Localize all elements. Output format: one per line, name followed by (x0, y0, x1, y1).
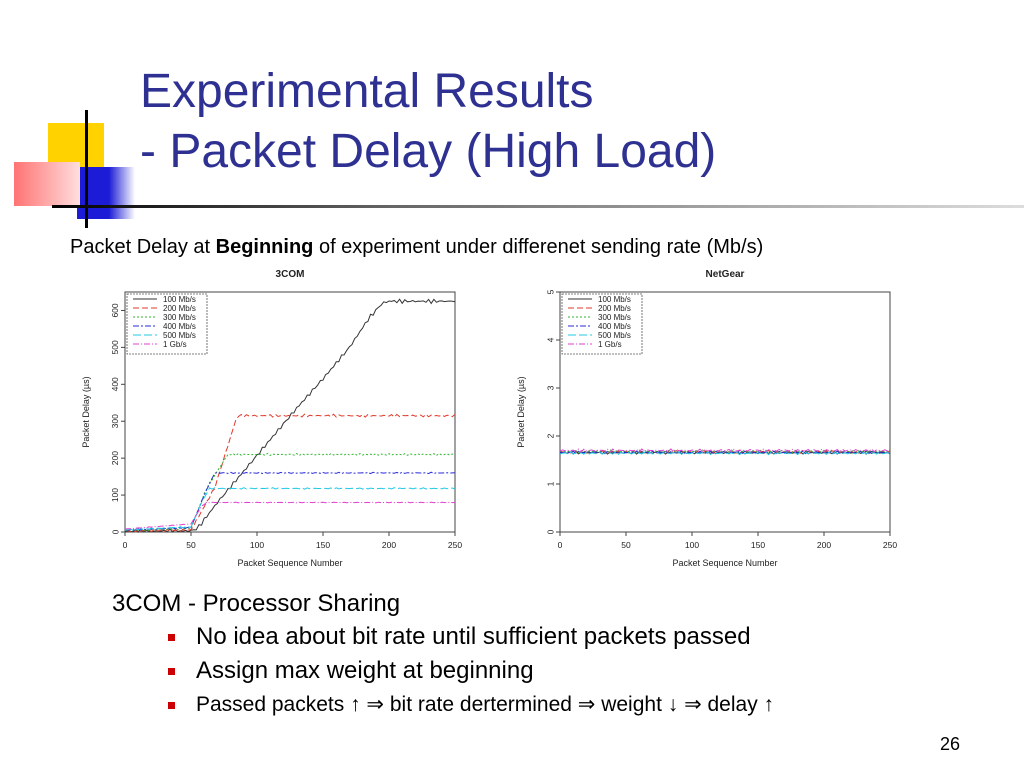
chart1-x-tick-label: 200 (382, 540, 396, 550)
bullet-square-icon (168, 702, 175, 709)
bullet-main: 3COM - Processor Sharing (112, 590, 401, 617)
chart1-plot-frame (124, 291, 456, 533)
chart1-legend-label: 500 Mb/s (163, 331, 196, 340)
chart1-y-tick-label: 600 (110, 303, 120, 317)
chart1-x-tick-label: 50 (186, 540, 196, 550)
chart1-x-tick-label: 150 (316, 540, 330, 550)
page-number: 26 (940, 734, 961, 754)
chart2-title: NetGear (706, 269, 745, 280)
chart1-legend-label: 400 Mb/s (163, 322, 196, 331)
bullet-sub-1-text: No idea about bit rate until sufficient … (196, 623, 751, 650)
chart1-y-tick-label: 0 (110, 529, 120, 534)
chart2-legend-label: 200 Mb/s (598, 304, 631, 313)
decor-red-square (14, 162, 80, 206)
chart2-y-tick-label: 4 (545, 337, 555, 342)
chart1-series-line (124, 471, 456, 531)
decor-horizontal-line (52, 205, 1024, 208)
chart1-legend-box (126, 293, 208, 355)
chart2-x-tick-label: 200 (817, 540, 831, 550)
chart-caption-post: of experiment under differenet sending r… (313, 236, 764, 258)
chart-3com: 3COM 0 50 100 150 200 250 0 100 200 300 400 500 600 Pa… (81, 269, 462, 568)
slide-title-line2: - Packet Delay (High Load) (140, 125, 717, 178)
chart2-y-tick-label: 2 (545, 433, 555, 438)
slide-title: Experimental Results - Packet Delay (Hig… (140, 62, 716, 182)
chart2-x-tick-label: 0 (558, 540, 563, 550)
chart2-y-tick-label: 0 (545, 529, 555, 534)
bullet-sub-3: Passed packets ↑ ⇒ bit rate dertermined … (112, 688, 774, 722)
chart2-legend-label: 1 Gb/s (598, 340, 622, 349)
chart2-legend-label: 500 Mb/s (598, 331, 631, 340)
chart1-series-line (124, 501, 456, 530)
chart1-legend-label: 200 Mb/s (163, 304, 196, 313)
chart1-y-tick-label: 300 (110, 414, 120, 428)
bullet-sub-1: No idea about bit rate until sufficient … (112, 620, 774, 654)
chart2-y-tick-label: 1 (545, 481, 555, 486)
chart2-legend-label: 400 Mb/s (598, 322, 631, 331)
chart1-series-line (124, 452, 456, 532)
chart-netgear: NetGear 0 50 100 150 200 250 0 1 2 3 4 5 Packet Seque… (516, 269, 897, 568)
chart1-legend-label: 300 Mb/s (163, 313, 196, 322)
bullet-sub-3-text: Passed packets ↑ ⇒ bit rate dertermined … (196, 693, 775, 716)
bullet-square-icon (168, 634, 175, 641)
chart1-series-line (124, 487, 456, 531)
chart-caption-bold: Beginning (215, 236, 314, 258)
chart1-legend-label: 1 Gb/s (163, 340, 187, 349)
chart2-y-axis-label: Packet Delay (µs) (516, 376, 526, 447)
chart1-y-axis-label: Packet Delay (µs) (81, 376, 91, 447)
bullet-sub-2-text: Assign max weight at beginning (196, 657, 534, 684)
bullet-sub-2: Assign max weight at beginning (112, 654, 774, 688)
chart2-x-tick-label: 250 (883, 540, 897, 550)
chart-caption-pre: Packet Delay at (70, 236, 216, 258)
chart2-plot-frame (559, 291, 891, 533)
chart1-y-tick-label: 500 (110, 340, 120, 354)
chart-caption: Packet Delay at Beginning of experiment … (70, 236, 763, 259)
chart2-legend-label: 300 Mb/s (598, 313, 631, 322)
chart1-x-axis-label: Packet Sequence Number (237, 558, 342, 568)
chart2-x-axis-label: Packet Sequence Number (672, 558, 777, 568)
chart1-legend-label: 100 Mb/s (163, 295, 196, 304)
chart2-legend-label: 100 Mb/s (598, 295, 631, 304)
chart2-series-line (559, 451, 891, 456)
chart2-x-tick-label: 50 (621, 540, 631, 550)
chart2-x-tick-label: 100 (685, 540, 699, 550)
chart1-y-tick-label: 200 (110, 451, 120, 465)
chart1-y-tick-label: 100 (110, 488, 120, 502)
chart2-series-line (559, 448, 891, 453)
decor-vertical-line (85, 110, 88, 228)
bullet-list: 3COM - Processor Sharing No idea about b… (112, 588, 774, 722)
chart1-x-tick-label: 100 (250, 540, 264, 550)
chart1-title: 3COM (276, 269, 305, 280)
chart1-y-tick-label: 400 (110, 377, 120, 391)
bullet-square-icon (168, 668, 175, 675)
chart1-x-tick-label: 250 (448, 540, 462, 550)
chart1-x-tick-label: 0 (123, 540, 128, 550)
chart2-y-tick-label: 3 (545, 385, 555, 390)
slide-title-line1: Experimental Results (140, 65, 594, 118)
chart2-y-tick-label: 5 (545, 289, 555, 294)
chart2-legend-box (561, 293, 643, 355)
chart2-x-tick-label: 150 (751, 540, 765, 550)
chart1-series-line (124, 298, 456, 533)
